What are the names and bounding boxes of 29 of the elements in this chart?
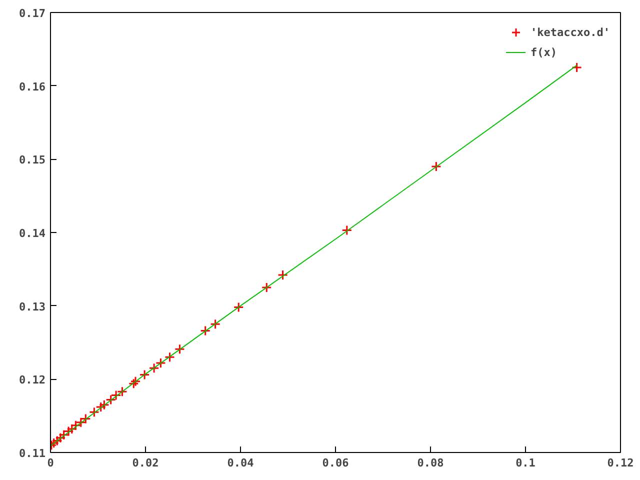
x-tick-label: 0.02 [132,456,159,470]
line-series [50,64,578,446]
point [233,302,244,313]
point [139,370,150,380]
y-tick-label: 0.11 [19,447,46,460]
point [261,282,272,293]
x-tick-label: 0.1 [516,456,536,470]
x-tick-label: 0 [47,456,54,470]
x-tick-label: 0.06 [322,456,350,470]
point [164,352,175,362]
x-tick-label: 0.12 [607,456,634,470]
point [342,225,352,236]
point [572,62,582,73]
y-tick-label: 0.15 [19,154,46,167]
y-tick-label: 0.14 [19,227,46,240]
y-tick-label: 0.17 [19,7,46,20]
legend-label: 'ketaccxo.d' [530,26,610,38]
y-tick-label: 0.12 [19,374,46,387]
y-tick-label: 0.16 [19,80,46,94]
point [278,270,288,280]
y-tick-label: 0.13 [19,300,46,314]
point [210,318,221,330]
x-tick-label: 0.04 [227,456,254,470]
point [430,161,442,172]
point [66,424,78,434]
point [174,344,185,354]
x-tick-label: 0.08 [417,456,444,470]
legend-label: f(x) [530,46,558,58]
point [200,326,211,336]
